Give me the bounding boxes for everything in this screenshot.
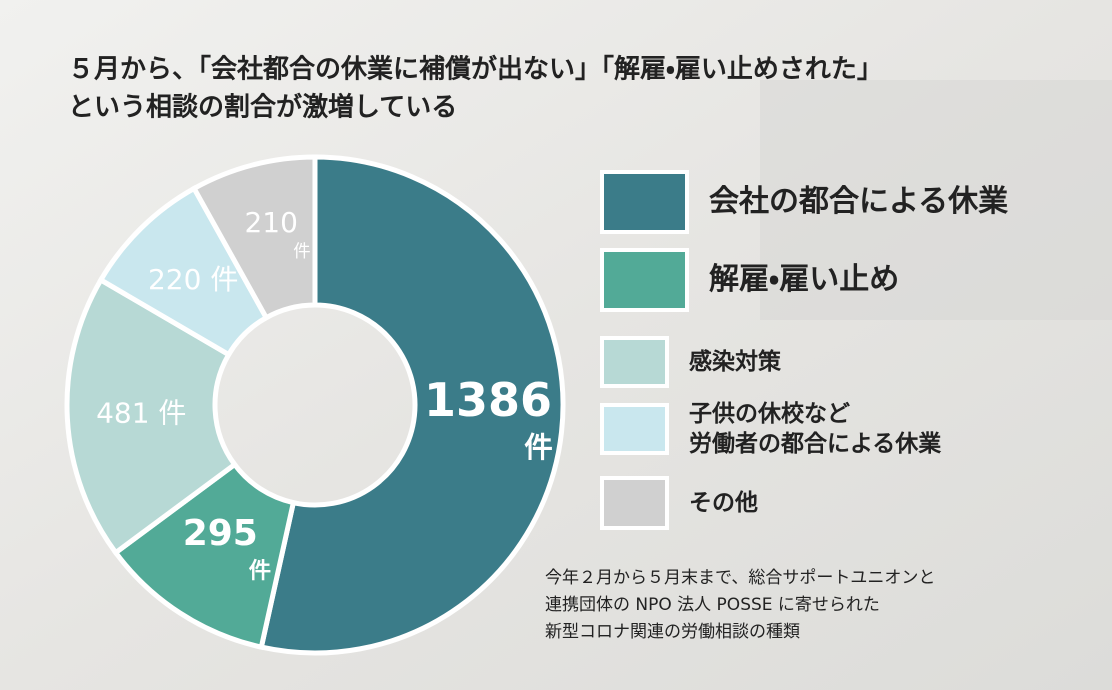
text-line: 件 [524, 431, 553, 464]
legend-swatch [600, 170, 689, 234]
donut-slice [190, 154, 318, 322]
donut-slice [112, 461, 297, 651]
note: 今年２月から５月末まで、総合サポートユニオンと [545, 568, 935, 588]
legend-swatch [600, 248, 689, 312]
legend-label: 感染対策 [689, 348, 782, 375]
background-shape [760, 80, 1112, 320]
text-line: 1386 [424, 373, 552, 427]
note: 新型コロナ関連の労働相談の種類 [545, 622, 800, 642]
data-label: 481 件 [96, 396, 186, 429]
note: 連携団体の NPO 法人 POSSE に寄せられた [545, 595, 880, 615]
chart-title: という相談の割合が激増している [68, 92, 457, 123]
text-line: 件 [293, 242, 310, 262]
donut-slice [64, 276, 239, 557]
legend-label: その他 [689, 490, 758, 516]
text-line: 295 [183, 513, 258, 554]
data-label: 220 件 [148, 263, 238, 296]
data-label: 210 件 [244, 206, 310, 262]
legend-swatch [600, 403, 669, 455]
legend-label: 解雇・雇い止め [709, 262, 899, 297]
text-line: 感染対策 [689, 348, 782, 375]
donut-slice [258, 154, 566, 656]
text-line: 子供の休校など [689, 400, 850, 427]
legend-label: 会社の都合による休業 [709, 184, 1008, 219]
chart-title: ５月から、「会社都合の休業に補償が出ない」「解雇・雇い止めされた」 [68, 54, 883, 85]
legend-swatch [600, 336, 669, 388]
text-line: 210 [244, 206, 297, 239]
text-line: その他 [689, 490, 758, 516]
text-line: 解雇・雇い止め [709, 262, 899, 297]
data-label: 1386 件 [424, 373, 553, 465]
legend-label: 子供の休校など労働者の都合による休業 [689, 400, 942, 457]
text-line: 件 [249, 557, 271, 583]
text-line: 会社の都合による休業 [709, 184, 1008, 219]
data-label: 295 件 [183, 513, 271, 584]
text-line: 労働者の都合による休業 [689, 429, 942, 456]
legend-swatch [600, 476, 669, 530]
